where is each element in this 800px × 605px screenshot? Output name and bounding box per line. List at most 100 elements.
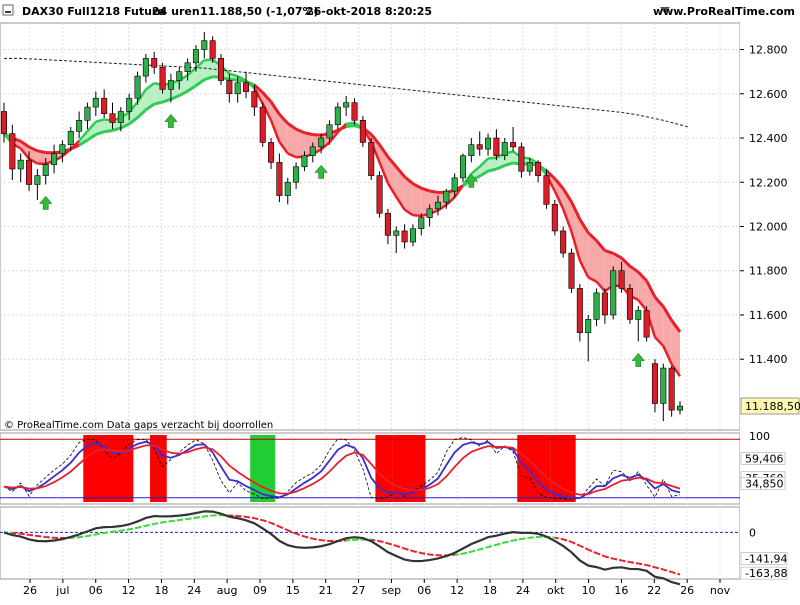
candle-body <box>377 176 382 214</box>
candle-body <box>669 368 674 410</box>
candle-body <box>227 81 232 94</box>
candle-body <box>502 142 507 155</box>
candle-body <box>677 406 682 410</box>
time-tick-label: sep <box>382 584 401 597</box>
candle-body <box>110 114 115 123</box>
time-tick-label: 12 <box>450 584 464 597</box>
time-tick-label: okt <box>547 584 565 597</box>
time-tick-label: jul <box>55 584 69 597</box>
candle-body <box>152 58 157 67</box>
candle-body <box>118 111 123 122</box>
candle-body <box>527 162 532 171</box>
candle-body <box>335 107 340 125</box>
candle-body <box>427 209 432 218</box>
oscillator-value-label: -141,94 <box>745 552 787 565</box>
time-tick-label: 21 <box>319 584 333 597</box>
oscillator-value-label: -163,88 <box>745 567 787 580</box>
candle-body <box>177 72 182 81</box>
candle-body <box>235 83 240 94</box>
time-tick-label: 10 <box>582 584 596 597</box>
time-tick-label: 15 <box>286 584 300 597</box>
ema-fast-segment <box>413 215 421 216</box>
ema-slow-segment <box>238 80 246 82</box>
last-price-label: 11.188,50 <box>745 400 800 413</box>
header-instrument: DAX30 Full1218 Future <box>22 5 165 18</box>
candle-body <box>560 231 565 253</box>
candle-body <box>185 63 190 72</box>
time-tick-label: 16 <box>614 584 628 597</box>
candle-body <box>419 218 424 229</box>
candle-body <box>577 288 582 332</box>
candle-body <box>85 107 90 120</box>
candle-body <box>35 176 40 185</box>
candle-body <box>510 142 515 146</box>
price-tick-label: 12.800 <box>749 44 788 57</box>
candle-body <box>126 98 131 111</box>
candle-body <box>243 83 248 92</box>
candle-body <box>160 67 165 89</box>
stochastic-signal-zone <box>250 435 275 502</box>
candle-body <box>544 176 549 205</box>
candle-body <box>143 58 148 76</box>
price-tick-label: 12.200 <box>749 176 788 189</box>
candle-body <box>51 154 56 165</box>
candle-body <box>469 145 474 156</box>
time-tick-label: 22 <box>647 584 661 597</box>
footnote: © ProRealTime.com Data gaps verzacht bij… <box>4 420 273 431</box>
ema-fast-segment <box>346 123 354 124</box>
price-tick-label: 12.600 <box>749 88 788 101</box>
time-tick-label: 18 <box>483 584 497 597</box>
candle-body <box>435 202 440 209</box>
price-tick-label: 11.800 <box>749 265 788 278</box>
candle-body <box>352 103 357 121</box>
header-last-change: 11.188,50 (-1,07%) <box>200 5 319 18</box>
price-tick-label: 11.600 <box>749 309 788 322</box>
candle-body <box>661 368 666 403</box>
candle-body <box>585 319 590 332</box>
stochastic-axis-tick: 100 <box>749 430 770 443</box>
candle-body <box>644 311 649 338</box>
candle-body <box>218 58 223 80</box>
candle-body <box>210 41 215 59</box>
price-tick-label: 12.400 <box>749 132 788 145</box>
time-tick-label: 24 <box>187 584 201 597</box>
candle-body <box>318 138 323 147</box>
candle-body <box>18 160 23 169</box>
candle-body <box>43 165 48 176</box>
candle-body <box>402 231 407 242</box>
candle-body <box>535 162 540 175</box>
ema-slow-segment <box>488 169 496 171</box>
candle-body <box>26 160 31 184</box>
candle-body <box>368 142 373 175</box>
candle-body <box>460 156 465 178</box>
header-datetime: 26-okt-2018 8:20:25 <box>306 5 432 18</box>
header-timeframe: 24 uren <box>152 5 200 18</box>
candle-body <box>76 120 81 131</box>
candle-body <box>477 145 482 149</box>
candle-body <box>569 253 574 288</box>
candle-body <box>277 162 282 195</box>
stochastic-signal-zone <box>517 435 550 502</box>
candle-body <box>101 98 106 113</box>
time-tick-label: aug <box>217 584 238 597</box>
header-minimize-icon[interactable] <box>3 5 13 15</box>
candle-body <box>10 134 15 169</box>
time-tick-label: 27 <box>352 584 366 597</box>
candle-body <box>252 92 257 107</box>
candle-body <box>285 182 290 195</box>
candle-body <box>452 178 457 191</box>
candle-body <box>444 191 449 202</box>
time-tick-label: 26 <box>680 584 694 597</box>
candle-body <box>611 271 616 315</box>
time-tick-label: nov <box>710 584 731 597</box>
candle-body <box>594 293 599 320</box>
candle-body <box>327 125 332 138</box>
candle-body <box>135 76 140 98</box>
candle-body <box>627 288 632 319</box>
time-tick-label: 09 <box>253 584 267 597</box>
price-tick-label: 12.000 <box>749 221 788 234</box>
candle-body <box>410 229 415 242</box>
